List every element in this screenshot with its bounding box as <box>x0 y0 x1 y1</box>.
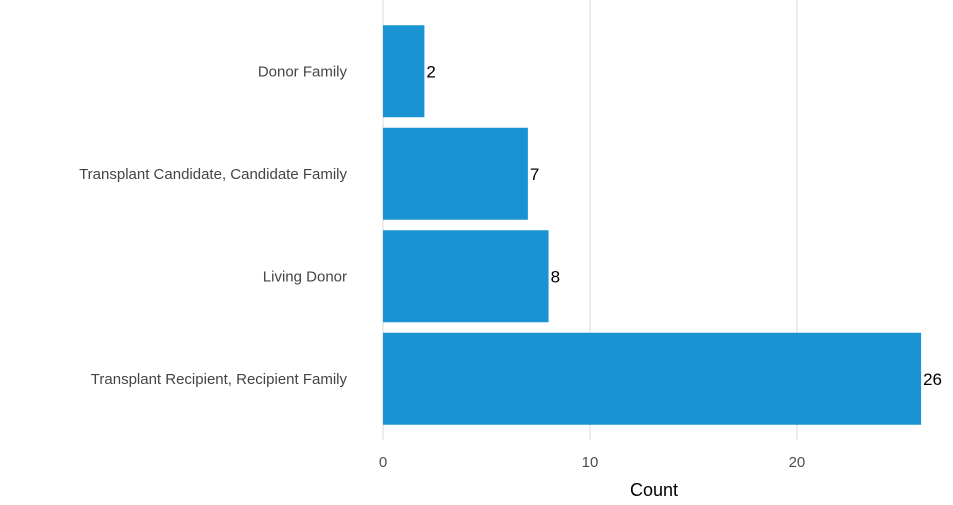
bar-value-label: 8 <box>551 267 560 286</box>
category-label: Transplant Recipient, Recipient Family <box>91 371 348 388</box>
x-tick-label: 10 <box>582 454 599 471</box>
bar-value-label: 7 <box>530 165 539 184</box>
category-label: Living Donor <box>263 268 347 285</box>
bar <box>383 25 425 118</box>
bar-value-label: 26 <box>923 370 942 389</box>
x-axis-ticks: 0 10 20 <box>379 454 805 471</box>
category-label: Transplant Candidate, Candidate Family <box>79 166 347 183</box>
x-tick-label: 20 <box>789 454 806 471</box>
category-labels: Donor Family Transplant Candidate, Candid… <box>79 63 347 388</box>
bar <box>383 127 528 220</box>
category-label: Donor Family <box>258 63 348 80</box>
bars <box>383 25 922 425</box>
value-labels: 2 7 8 26 <box>426 62 942 389</box>
bar <box>383 230 549 323</box>
x-tick-label: 0 <box>379 454 387 471</box>
x-axis-title: Count <box>630 480 678 500</box>
bar <box>383 332 922 425</box>
bar-value-label: 2 <box>426 62 435 81</box>
